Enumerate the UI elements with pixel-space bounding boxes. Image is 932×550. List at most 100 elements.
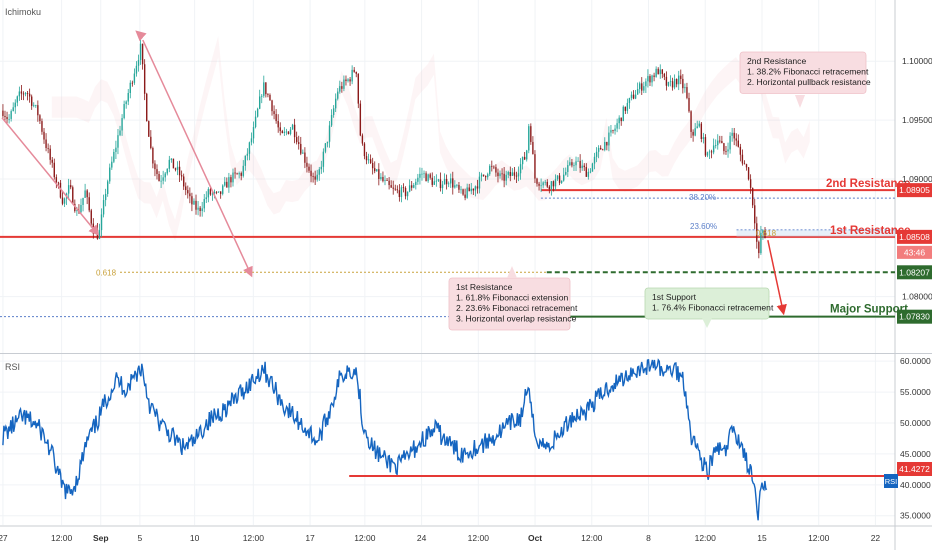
candle-body: [254, 116, 257, 128]
candle-body: [6, 117, 8, 120]
candle-body: [501, 173, 503, 175]
candle-body: [612, 130, 614, 131]
candle-body: [747, 167, 750, 180]
candle-body: [291, 124, 294, 130]
candle-body: [191, 196, 193, 205]
candle-body: [49, 148, 51, 160]
candle-body: [117, 135, 119, 148]
candle-body: [649, 76, 651, 83]
candle-body: [630, 94, 633, 98]
candle-body: [585, 167, 587, 177]
candle-body: [577, 160, 579, 162]
time-tick-label: 12:00: [51, 533, 73, 543]
candle-body: [269, 94, 271, 101]
candle-body: [337, 91, 339, 99]
candle-body: [332, 108, 335, 116]
candle-body: [540, 185, 542, 187]
candle-body: [754, 205, 756, 224]
projection-arrow: [767, 240, 787, 316]
candle-body: [283, 131, 286, 133]
candle-body: [464, 194, 466, 198]
candle-body: [45, 139, 47, 148]
time-tick-label: 12:00: [808, 533, 830, 543]
candle-body: [415, 181, 417, 185]
candle-body: [645, 81, 647, 87]
price-tick-label: 1.09500: [902, 115, 932, 125]
candle-body: [88, 197, 90, 211]
candle-body: [76, 210, 78, 212]
candle-body: [312, 176, 314, 177]
candle-body: [316, 174, 318, 180]
candle-body: [610, 130, 612, 133]
candle-body: [762, 230, 764, 233]
candle-body: [222, 185, 224, 194]
tag-rsi-value-bg: [897, 461, 932, 476]
tag-second-resistance-bg: [897, 183, 932, 198]
candle-body: [310, 170, 312, 177]
candle-body: [599, 147, 602, 150]
candle-body: [135, 65, 138, 74]
candle-body: [673, 79, 676, 88]
time-tick-label: 24: [417, 533, 427, 543]
candle-body: [655, 68, 657, 77]
candle-body: [242, 165, 244, 176]
candle-body: [217, 191, 220, 193]
candle-body: [530, 126, 532, 142]
candle-body: [445, 178, 448, 185]
candle-body: [661, 69, 663, 74]
candle-body: [526, 150, 528, 160]
candle-body: [164, 173, 166, 178]
candle-body: [100, 214, 103, 231]
candle-body: [102, 200, 105, 215]
trend-arrow-down-2: [142, 39, 253, 278]
candle-body: [760, 232, 762, 254]
candle-body: [626, 102, 629, 111]
candle-body: [287, 131, 290, 134]
candle-body: [285, 131, 288, 133]
candle-body: [226, 181, 228, 188]
rsi-panel-title: RSI: [5, 362, 20, 372]
candle-body: [636, 89, 639, 95]
candle-body: [470, 188, 472, 192]
candle-body: [193, 200, 195, 205]
candle-body: [343, 79, 345, 89]
candle-body: [195, 200, 197, 210]
callout-pointer-s1: [702, 318, 712, 328]
candle-body: [602, 149, 604, 151]
tag-major-support: 1.07830: [899, 312, 930, 322]
candle-body: [261, 95, 263, 97]
candle-body: [493, 166, 495, 168]
candle-body: [454, 185, 456, 188]
candle-body: [361, 135, 364, 144]
candle-body: [671, 81, 674, 88]
rsi-series-tag: RSI: [885, 477, 898, 486]
candle-body: [497, 172, 499, 177]
candle-body: [355, 71, 357, 74]
tag-countdown: 43:46: [904, 247, 926, 257]
candle-body: [751, 187, 754, 206]
candle-body: [341, 86, 343, 89]
candle-body: [749, 179, 752, 188]
candle-body: [717, 140, 719, 146]
candle-body: [419, 173, 421, 178]
candle-body: [571, 162, 573, 166]
candle-body: [507, 171, 509, 175]
candle-body: [756, 223, 758, 242]
candle-body: [441, 184, 444, 189]
candle-body: [250, 138, 253, 143]
tag-rsi-value: 41.4272: [899, 464, 930, 474]
candle-body: [300, 143, 302, 154]
candle-body: [542, 182, 544, 186]
tag-second-resistance: 1.08905: [899, 185, 930, 195]
candle-body: [378, 169, 380, 179]
candle-body: [460, 189, 462, 191]
candle-body: [686, 87, 688, 98]
second-resistance-annotation-box: [739, 51, 867, 94]
candle-body: [232, 172, 234, 183]
candle-body: [180, 175, 183, 177]
candle-body: [33, 105, 35, 107]
candle-body: [207, 189, 210, 198]
candle-body: [591, 163, 594, 172]
candle-body: [139, 43, 142, 61]
